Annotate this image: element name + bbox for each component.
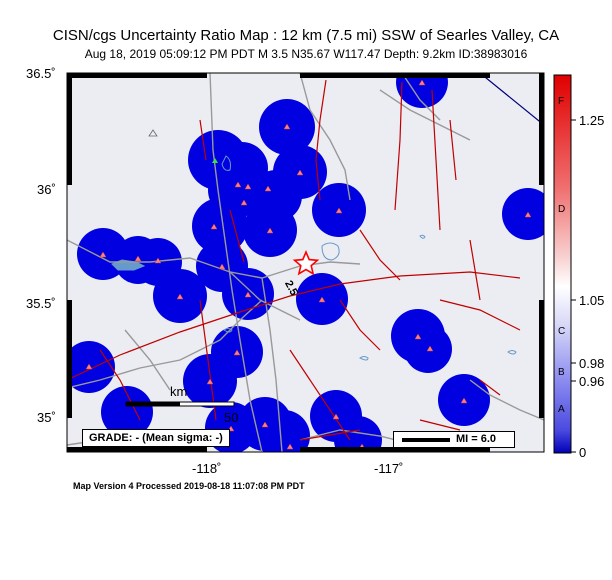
map-title: CISN/cgs Uncertainty Ratio Map : 12 km (… — [52, 27, 560, 44]
version-footer: Map Version 4 Processed 2019-08-18 11:07… — [73, 481, 305, 491]
scale-bar — [125, 401, 235, 407]
scale-value-label: 50 — [224, 410, 239, 425]
colorbar-value: 1.25 — [579, 113, 605, 128]
colorbar — [553, 74, 576, 454]
mi-legend: MI = 6.0 — [393, 431, 515, 448]
lat-tick-label: 36.5˚ — [26, 66, 56, 81]
lon-tick-label: -118˚ — [192, 461, 222, 476]
station-green-icon — [212, 158, 218, 163]
lon-tick-label: -117˚ — [374, 461, 404, 476]
station-offline-icon — [148, 129, 158, 137]
mi-label: MI = 6.0 — [456, 433, 497, 445]
colorbar-value: 0 — [579, 445, 587, 460]
colorbar-value: 1.05 — [579, 293, 605, 308]
state-boundary — [479, 73, 544, 126]
faults — [67, 79, 521, 441]
lat-tick-label: 35˚ — [37, 410, 56, 425]
colorbar-letter: B — [558, 367, 565, 378]
grade-legend: GRADE: - (Mean sigma: -) — [82, 429, 230, 447]
colorbar-letter: C — [558, 326, 566, 337]
scale-unit-label: km — [170, 384, 188, 399]
lat-tick-label: 36˚ — [37, 182, 56, 197]
colorbar-value: 0.98 — [579, 356, 605, 371]
colorbar-letter: A — [558, 404, 565, 415]
seismic-stations — [85, 79, 532, 450]
epicenter-star-icon — [292, 249, 320, 276]
colorbar-letter: D — [558, 204, 566, 215]
colorbar-value: 0.96 — [579, 374, 605, 389]
colorbar-letter: F — [558, 96, 565, 107]
map-frame — [66, 72, 545, 453]
mi-bar-icon — [402, 438, 450, 442]
event-info: Aug 18, 2019 05:09:12 PM PDT M 3.5 N35.6… — [84, 47, 528, 61]
lat-tick-label: 35.5˚ — [26, 296, 56, 311]
